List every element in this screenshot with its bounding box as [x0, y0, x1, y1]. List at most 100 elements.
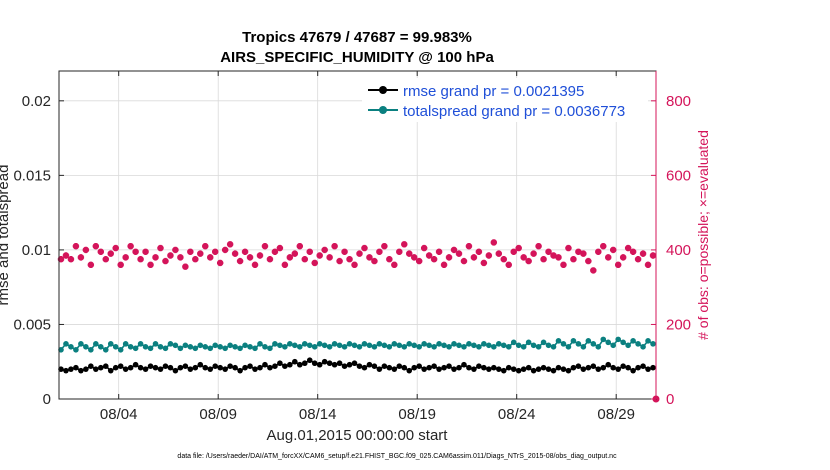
totalspread-point: [476, 344, 482, 350]
totalspread-point: [366, 342, 373, 349]
rmse-point: [58, 366, 64, 372]
rmse-point: [351, 360, 358, 367]
obs-evaluated-point: [336, 257, 343, 265]
rmse-point: [326, 360, 333, 367]
rmse-point: [277, 360, 283, 367]
rmse-point: [306, 357, 313, 364]
rmse-point: [78, 367, 84, 374]
rmse-point: [505, 364, 512, 371]
obs-evaluated-point: [495, 250, 502, 257]
obs-evaluated-point: [550, 252, 557, 259]
obs-evaluated-point: [97, 248, 104, 255]
y-right-tick-label: 0: [666, 391, 674, 408]
totalspread-point: [287, 341, 293, 347]
obs-evaluated-point: [475, 248, 483, 255]
totalspread-point: [486, 342, 492, 349]
totalspread-point: [257, 341, 263, 347]
totalspread-point: [247, 344, 253, 350]
rmse-point: [416, 363, 422, 370]
obs-evaluated-point: [356, 250, 363, 257]
totalspread-point: [58, 347, 64, 353]
obs-evaluated-point: [152, 254, 159, 261]
rmse-point: [471, 366, 477, 372]
totalspread-point: [495, 341, 502, 347]
obs-evaluated-point: [555, 254, 562, 261]
y-right-tick-label: 600: [666, 167, 691, 184]
rmse-point: [625, 364, 631, 371]
rmse-point: [68, 366, 74, 372]
obs-evaluated-point: [470, 254, 478, 261]
totalspread-point: [585, 338, 592, 344]
obs-evaluated-point: [490, 239, 498, 246]
totalspread-point: [615, 336, 621, 343]
rmse-point: [252, 366, 258, 372]
rmse-point: [267, 364, 273, 371]
obs-evaluated-point: [525, 257, 532, 265]
rmse-point: [296, 361, 303, 368]
rmse-point: [157, 366, 164, 372]
obs-evaluated-point: [187, 248, 194, 255]
totalspread-point: [575, 341, 582, 347]
rmse-point: [550, 367, 557, 374]
totalspread-point: [227, 342, 233, 349]
rmse-point: [530, 367, 537, 374]
rmse-point: [540, 364, 547, 371]
totalspread-point: [267, 345, 273, 352]
rmse-point: [486, 366, 492, 372]
obs-evaluated-point: [57, 256, 65, 263]
obs-evaluated-point: [341, 248, 348, 255]
obs-evaluated-point: [72, 242, 80, 250]
totalspread-point: [237, 345, 243, 352]
totalspread-point: [262, 344, 268, 350]
x-tick-label: 08/19: [398, 406, 436, 423]
totalspread-point: [505, 344, 512, 350]
rmse-point: [421, 366, 427, 372]
obs-evaluated-point: [286, 254, 294, 261]
obs-evaluated-point: [415, 257, 423, 265]
totalspread-point: [650, 341, 656, 347]
totalspread-point: [97, 344, 104, 350]
obs-evaluated-point: [510, 248, 517, 255]
rmse-point: [242, 364, 248, 371]
obs-evaluated-point: [535, 242, 542, 250]
obs-evaluated-point: [117, 261, 124, 269]
totalspread-point: [565, 344, 572, 350]
obs-evaluated-point: [92, 242, 100, 250]
y-left-tick-label: 0: [43, 391, 51, 408]
rmse-point: [346, 361, 353, 368]
totalspread-point: [426, 342, 432, 349]
totalspread-point: [515, 342, 522, 349]
rmse-point: [495, 366, 502, 372]
obs-evaluated-point: [420, 244, 428, 252]
obs-evaluated-point: [212, 248, 219, 255]
y-left-tick-label: 0.01: [22, 242, 51, 259]
obs-evaluated-point: [251, 261, 259, 269]
obs-evaluated-point: [306, 248, 313, 255]
legend-marker-totalspread: [379, 106, 387, 114]
obs-evaluated-point: [530, 250, 537, 257]
rmse-point: [371, 363, 378, 370]
totalspread-point: [525, 339, 532, 346]
obs-evaluated-point: [401, 241, 408, 248]
totalspread-point: [346, 341, 353, 347]
totalspread-point: [311, 344, 318, 350]
obs-evaluated-point: [321, 246, 328, 254]
totalspread-point: [301, 341, 308, 347]
y-axis-label-right: # of obs: o=possible; ×=evaluated: [695, 130, 711, 340]
obs-evaluated-point: [644, 261, 652, 269]
rmse-point: [645, 366, 651, 372]
totalspread-point: [217, 344, 223, 350]
totalspread-point: [112, 344, 119, 350]
totalspread-point: [550, 344, 557, 350]
legend-label-totalspread: totalspread grand pr = 0.0036773: [403, 103, 625, 120]
rmse-point: [222, 366, 228, 372]
legend-marker-rmse: [379, 86, 387, 94]
rmse-point: [590, 363, 597, 370]
y-right-tick-label: 800: [666, 93, 691, 110]
rmse-point: [451, 366, 457, 372]
rmse-point: [595, 366, 602, 372]
totalspread-point: [132, 345, 139, 352]
totalspread-point: [306, 342, 313, 349]
obs-evaluated-point: [142, 248, 149, 255]
